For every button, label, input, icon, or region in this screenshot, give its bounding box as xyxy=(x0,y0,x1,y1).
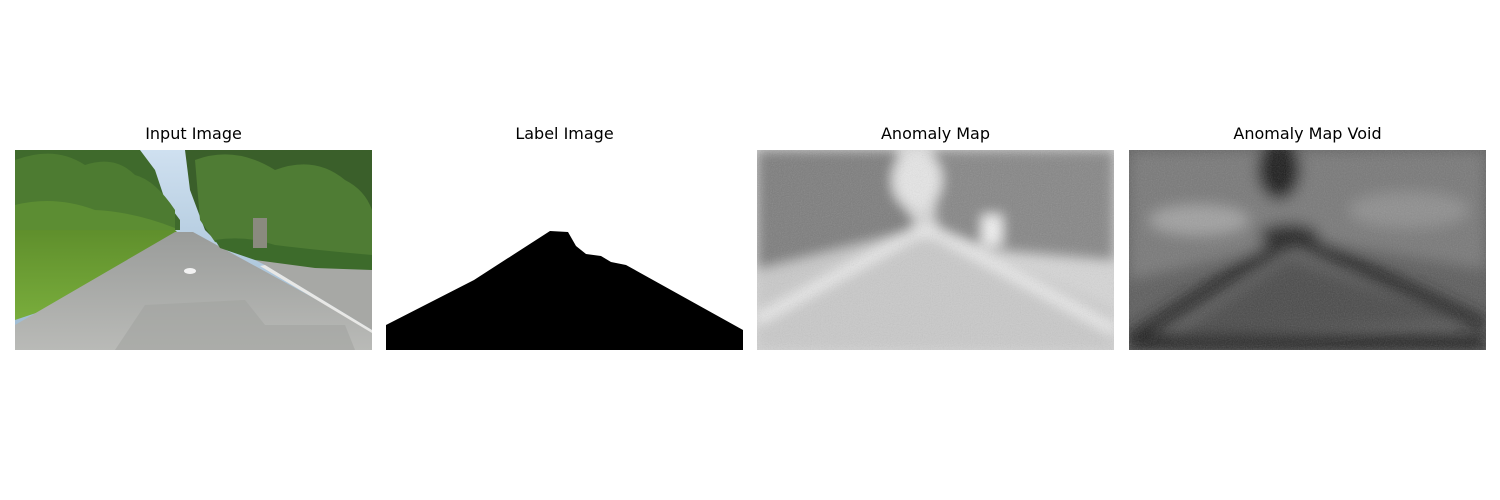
anomaly-map-image xyxy=(757,150,1114,350)
panel-anomaly-map-void: Anomaly Map Void xyxy=(1129,122,1486,350)
panel-anomaly-map: Anomaly Map xyxy=(757,122,1114,350)
panel-title-input-image: Input Image xyxy=(145,124,242,143)
label-image xyxy=(386,150,743,350)
panel-title-anomaly-map-void: Anomaly Map Void xyxy=(1233,124,1382,143)
panel-title-label-image: Label Image xyxy=(515,124,614,143)
input-image xyxy=(15,150,372,350)
panel-title-anomaly-map: Anomaly Map xyxy=(880,124,991,143)
panel-label-image: Label Image xyxy=(386,122,743,350)
anomaly-map-void-image xyxy=(1129,150,1486,350)
panel-input-image: Input Image xyxy=(15,122,372,350)
